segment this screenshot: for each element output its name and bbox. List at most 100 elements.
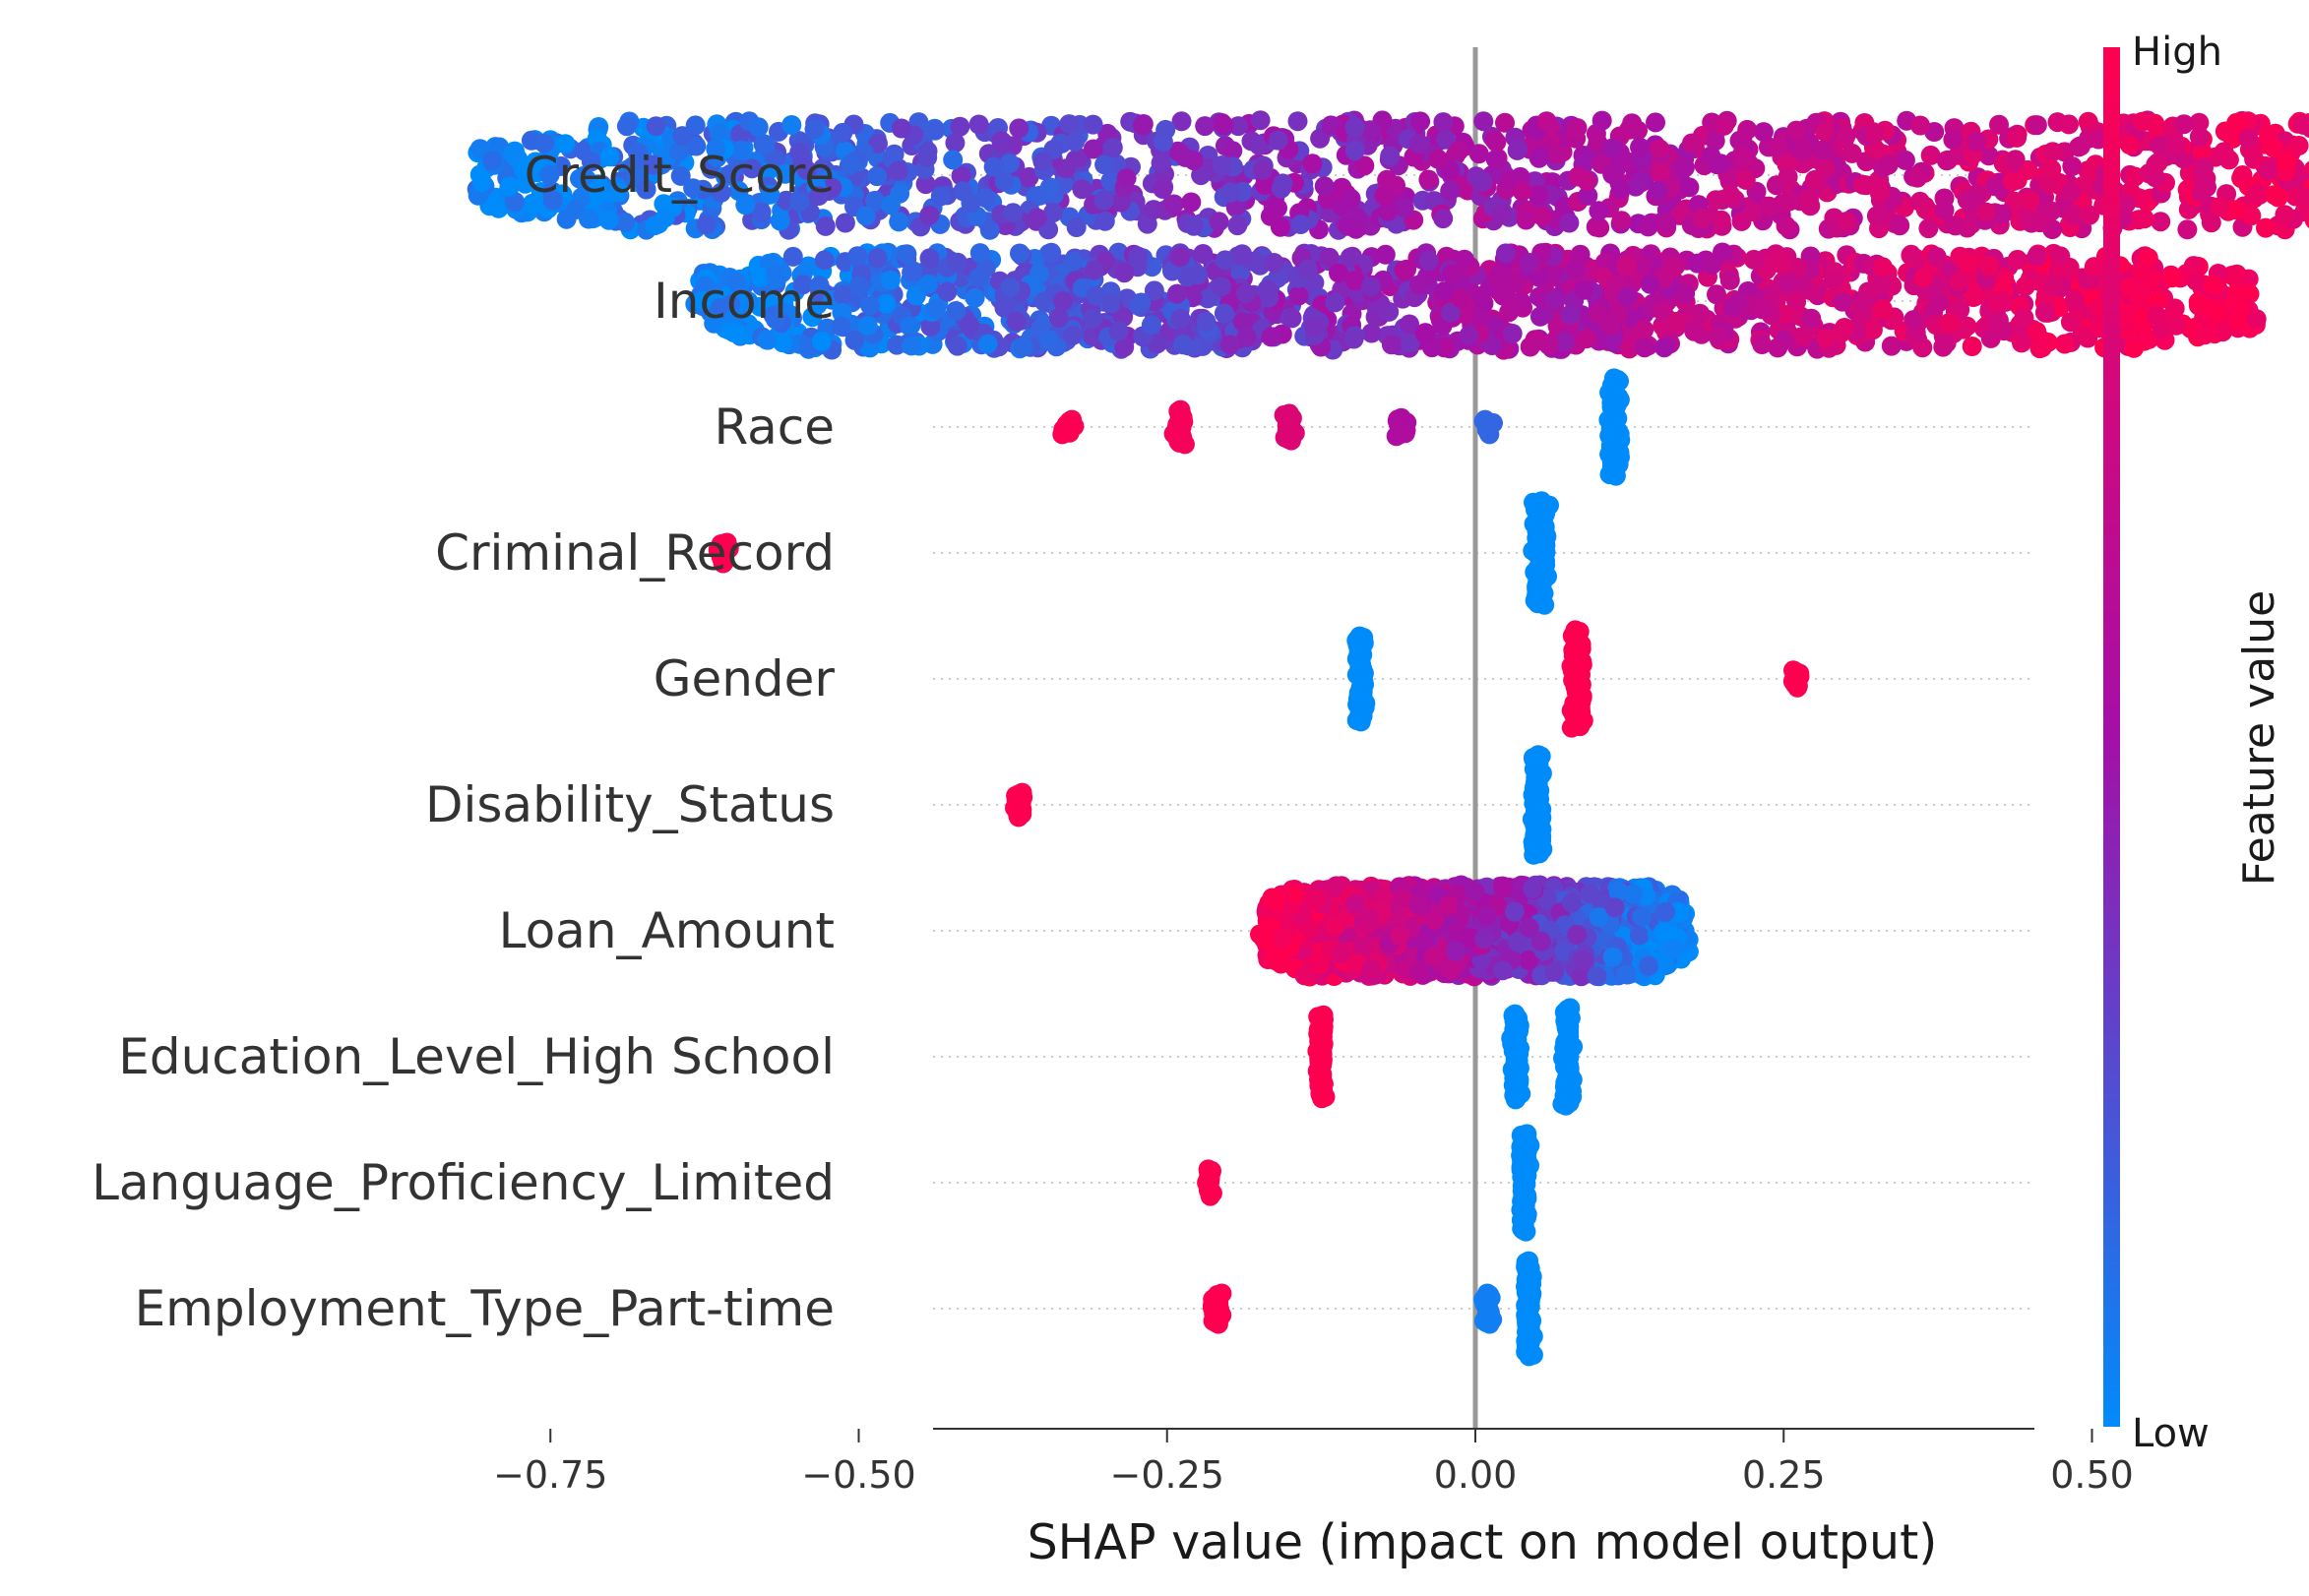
shap-point bbox=[1409, 275, 1429, 295]
shap-point bbox=[1151, 153, 1171, 173]
shap-point bbox=[1310, 128, 1331, 149]
shap-point bbox=[1768, 137, 1788, 157]
shap-point bbox=[1529, 267, 1549, 287]
shap-point bbox=[1009, 118, 1030, 139]
shap-point bbox=[1381, 335, 1402, 355]
shap-point bbox=[782, 246, 803, 267]
shap-point bbox=[2257, 159, 2278, 180]
shap-point bbox=[2264, 138, 2284, 158]
shap-point bbox=[570, 168, 590, 189]
shap-point bbox=[555, 134, 576, 154]
shap-point bbox=[2042, 275, 2063, 295]
shap-point bbox=[2147, 305, 2167, 326]
shap-point bbox=[1492, 960, 1513, 981]
shap-point bbox=[775, 163, 795, 184]
shap-point bbox=[1086, 285, 1106, 306]
shap-point bbox=[943, 150, 964, 170]
shap-point bbox=[1114, 337, 1135, 357]
shap-point bbox=[2059, 114, 2079, 135]
feature-points bbox=[685, 242, 2267, 360]
shap-point bbox=[1528, 185, 1548, 206]
shap-point bbox=[1531, 206, 1552, 226]
shap-point bbox=[1287, 111, 1308, 132]
shap-point bbox=[1013, 337, 1033, 357]
shap-point bbox=[1547, 144, 1568, 164]
shap-point bbox=[1634, 320, 1654, 339]
shap-point bbox=[1052, 424, 1073, 445]
shap-point bbox=[1219, 335, 1240, 355]
shap-point bbox=[835, 213, 855, 233]
shap-point bbox=[2132, 307, 2153, 328]
shap-point bbox=[1188, 265, 1209, 285]
shap-point bbox=[2128, 210, 2149, 230]
shap-point bbox=[692, 290, 713, 311]
shap-point bbox=[499, 176, 520, 197]
shap-point bbox=[1319, 247, 1340, 268]
shap-point bbox=[1910, 115, 1930, 136]
shap-point bbox=[2293, 114, 2309, 135]
shap-point bbox=[1992, 204, 2013, 224]
shap-point bbox=[1354, 155, 1375, 176]
shap-point bbox=[763, 305, 783, 326]
shap-point bbox=[2214, 142, 2234, 162]
shap-point bbox=[1131, 292, 1152, 313]
shap-point bbox=[1866, 206, 1887, 226]
shap-point bbox=[1169, 247, 1190, 268]
shap-point bbox=[1508, 140, 1529, 159]
shap-point bbox=[1183, 215, 1204, 236]
shap-point bbox=[1949, 271, 1969, 291]
shap-point bbox=[1350, 711, 1371, 732]
shap-point bbox=[2151, 212, 2171, 232]
shap-point bbox=[723, 309, 744, 329]
shap-point bbox=[1212, 155, 1232, 175]
shap-point bbox=[760, 184, 780, 205]
shap-point bbox=[1979, 255, 2000, 276]
shap-point bbox=[1787, 677, 1808, 698]
shap-point bbox=[945, 133, 966, 153]
shap-point bbox=[2210, 197, 2230, 217]
shap-point bbox=[1913, 268, 1934, 288]
shap-point bbox=[2213, 322, 2233, 342]
shap-point bbox=[1108, 321, 1129, 341]
shap-point bbox=[1195, 116, 1216, 137]
shap-point bbox=[1705, 131, 1725, 152]
shap-point bbox=[1482, 336, 1502, 355]
shap-point bbox=[1144, 280, 1164, 301]
shap-point bbox=[1288, 285, 1309, 306]
shap-point bbox=[1215, 250, 1235, 271]
shap-point bbox=[1505, 1089, 1526, 1110]
shap-point bbox=[1580, 884, 1600, 903]
shap-point bbox=[1933, 337, 1954, 357]
shap-point bbox=[1958, 254, 1978, 275]
shap-point bbox=[1094, 154, 1115, 175]
shap-point bbox=[683, 178, 704, 199]
shap-point bbox=[2189, 127, 2210, 147]
shap-point bbox=[832, 302, 852, 323]
shap-point bbox=[2007, 127, 2028, 148]
shap-point bbox=[1869, 182, 1890, 203]
shap-point bbox=[1440, 302, 1461, 323]
shap-point bbox=[1359, 908, 1380, 929]
shap-point bbox=[1841, 143, 1862, 163]
shap-point bbox=[686, 136, 707, 156]
shap-point bbox=[1611, 211, 1632, 231]
shap-point bbox=[1602, 164, 1623, 185]
shap-point bbox=[917, 148, 938, 168]
shap-point bbox=[1116, 168, 1137, 189]
shap-point bbox=[1742, 202, 1763, 221]
shap-point bbox=[1604, 333, 1625, 353]
shap-point bbox=[1041, 242, 1062, 263]
shap-point bbox=[789, 142, 810, 162]
shap-point bbox=[1249, 135, 1270, 155]
shap-point bbox=[2064, 289, 2085, 310]
shap-point bbox=[1344, 141, 1365, 161]
shap-point bbox=[710, 123, 729, 144]
shap-point bbox=[925, 120, 946, 141]
shap-point bbox=[2034, 302, 2055, 323]
shap-point bbox=[1852, 293, 1873, 314]
shap-point bbox=[1604, 897, 1625, 918]
shap-point bbox=[1962, 337, 1982, 356]
shap-point bbox=[1418, 169, 1439, 190]
shap-point bbox=[2078, 160, 2098, 181]
shap-point bbox=[1890, 215, 1910, 236]
